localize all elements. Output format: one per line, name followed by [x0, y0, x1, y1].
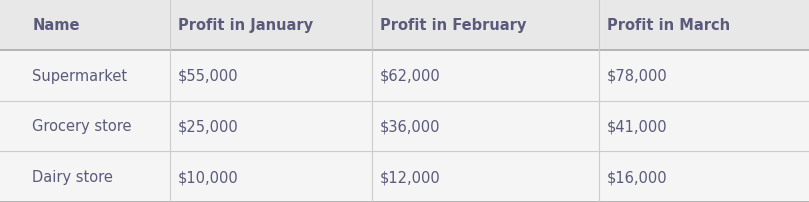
Text: $25,000: $25,000 [178, 119, 239, 134]
Bar [0, 152, 809, 202]
Text: Grocery store: Grocery store [32, 119, 132, 134]
Text: Name: Name [32, 18, 80, 33]
Text: $55,000: $55,000 [178, 68, 239, 83]
Text: $16,000: $16,000 [607, 169, 667, 184]
Text: Supermarket: Supermarket [32, 68, 128, 83]
Text: Dairy store: Dairy store [32, 169, 113, 184]
Text: $41,000: $41,000 [607, 119, 667, 134]
Text: $78,000: $78,000 [607, 68, 667, 83]
Text: $62,000: $62,000 [380, 68, 441, 83]
Bar [0, 50, 809, 101]
Text: Profit in February: Profit in February [380, 18, 527, 33]
Bar [0, 0, 809, 50]
Text: $10,000: $10,000 [178, 169, 239, 184]
Bar [0, 101, 809, 152]
Text: $12,000: $12,000 [380, 169, 441, 184]
Text: Profit in March: Profit in March [607, 18, 730, 33]
Text: $36,000: $36,000 [380, 119, 441, 134]
Text: Profit in January: Profit in January [178, 18, 313, 33]
